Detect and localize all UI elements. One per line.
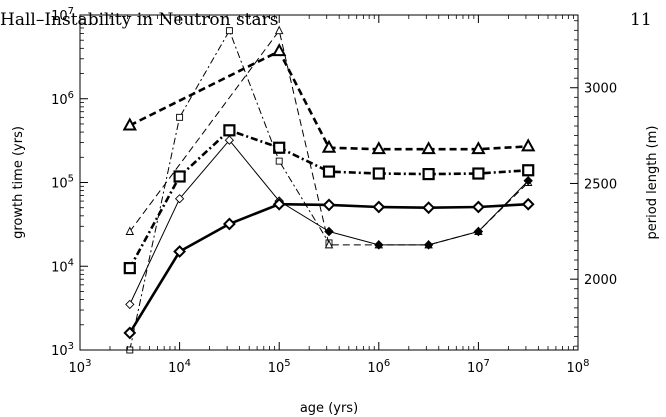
x-tick-label: 104 bbox=[168, 358, 191, 376]
series-6-point-4 bbox=[322, 198, 336, 212]
y-left-tick-label: 103 bbox=[51, 341, 74, 359]
series-0-point-8 bbox=[522, 164, 535, 177]
plot-frame bbox=[79, 14, 579, 351]
x-tick-label: 103 bbox=[69, 358, 92, 376]
series-0-point-1 bbox=[173, 170, 186, 183]
series-line-1 bbox=[129, 30, 330, 351]
series-layer bbox=[122, 25, 536, 354]
series-4-point-5 bbox=[523, 176, 533, 186]
labels-layer: 103 104 105 106 107 108 103 104 105 106 107 2000 250… bbox=[51, 6, 617, 376]
y-right-tick-label: 3000 bbox=[584, 82, 617, 97]
series-4-point-4 bbox=[473, 226, 484, 237]
series-2-point-2 bbox=[321, 139, 337, 153]
series-0-point-0 bbox=[123, 262, 136, 275]
series-line-6 bbox=[128, 202, 529, 334]
series-6-point-6 bbox=[422, 201, 436, 215]
series-5-point-1 bbox=[174, 194, 185, 204]
series-0-point-5 bbox=[372, 167, 385, 180]
y-right-tick-label: 2000 bbox=[584, 273, 617, 288]
y-left-tick-label: 104 bbox=[51, 257, 74, 275]
series-6-point-3 bbox=[272, 197, 286, 211]
series-6-point-0 bbox=[123, 326, 137, 340]
series-6-point-8 bbox=[521, 197, 535, 211]
series-2-point-3 bbox=[371, 141, 386, 155]
series-2-point-1 bbox=[272, 43, 287, 57]
series-2-point-6 bbox=[521, 138, 536, 152]
series-5-point-2 bbox=[224, 135, 235, 145]
series-0-point-2 bbox=[223, 124, 236, 137]
series-1-point-1 bbox=[176, 113, 184, 121]
y-left-tick-label: 107 bbox=[51, 6, 74, 24]
ticks-layer bbox=[79, 14, 579, 351]
series-0-point-4 bbox=[322, 165, 336, 178]
x-tick-label: 105 bbox=[268, 358, 291, 376]
series-line-3 bbox=[129, 30, 529, 246]
series-0-point-3 bbox=[273, 141, 286, 154]
x-tick-label: 106 bbox=[367, 358, 390, 376]
series-1-point-2 bbox=[225, 27, 233, 35]
series-0-point-6 bbox=[422, 167, 435, 181]
series-3-point-0 bbox=[125, 226, 135, 235]
series-line-4 bbox=[278, 180, 529, 246]
series-3-point-2 bbox=[324, 239, 334, 249]
series-4-point-2 bbox=[374, 240, 384, 250]
series-0-point-7 bbox=[472, 167, 485, 180]
series-6-point-5 bbox=[372, 200, 386, 214]
page-number: 11 bbox=[630, 10, 652, 30]
x-tick-label: 107 bbox=[467, 358, 490, 376]
series-5-point-0 bbox=[125, 299, 135, 310]
series-2-point-4 bbox=[421, 141, 436, 155]
series-line-5 bbox=[129, 139, 280, 305]
series-6-point-2 bbox=[222, 217, 236, 231]
series-4-point-3 bbox=[423, 240, 434, 250]
y-right-tick-label: 2500 bbox=[584, 177, 617, 192]
x-axis-title: age (yrs) bbox=[300, 401, 358, 416]
series-4-point-1 bbox=[324, 226, 334, 237]
x-tick-label: 108 bbox=[567, 358, 590, 376]
series-3-point-1 bbox=[274, 25, 284, 35]
y-left-tick-label: 106 bbox=[51, 90, 74, 108]
series-6-point-1 bbox=[173, 245, 187, 258]
series-1-point-3 bbox=[275, 157, 283, 165]
series-2-point-5 bbox=[471, 141, 486, 155]
left-y-axis-title: growth time (yrs) bbox=[11, 126, 26, 239]
right-y-axis-title: period length (m) bbox=[645, 126, 660, 240]
series-2-point-0 bbox=[122, 117, 137, 131]
y-left-tick-label: 105 bbox=[51, 174, 74, 192]
series-6-point-7 bbox=[471, 200, 485, 214]
